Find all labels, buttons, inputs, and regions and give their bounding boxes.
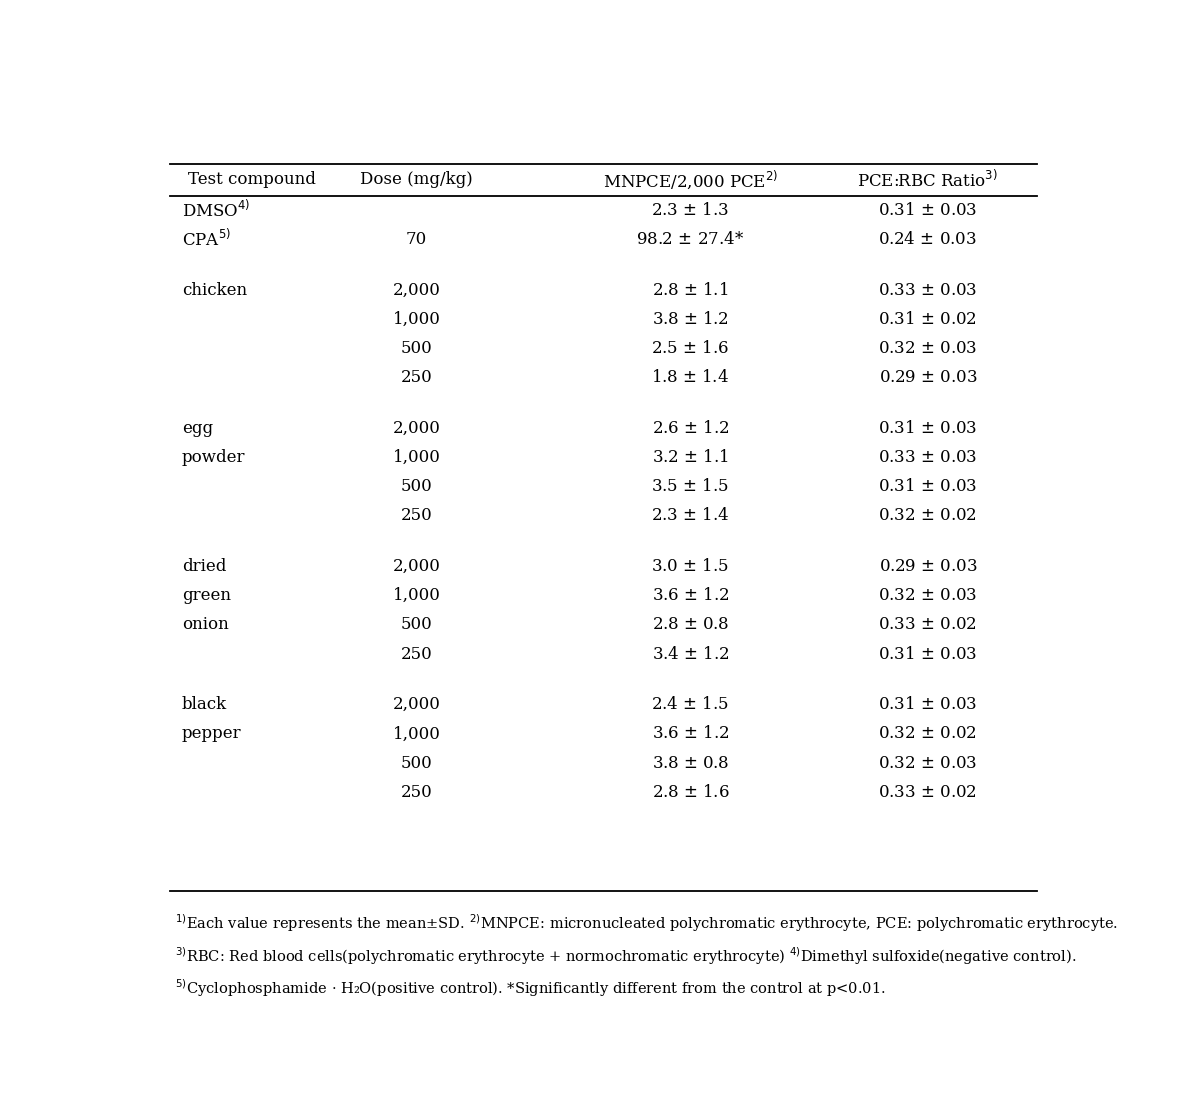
- Text: 250: 250: [401, 507, 432, 524]
- Text: green: green: [181, 588, 231, 604]
- Text: egg: egg: [181, 419, 213, 437]
- Text: 2.4 $\pm$ 1.5: 2.4 $\pm$ 1.5: [651, 696, 729, 714]
- Text: Dose (mg/kg): Dose (mg/kg): [360, 172, 472, 188]
- Text: pepper: pepper: [181, 726, 241, 743]
- Text: 2.5 $\pm$ 1.6: 2.5 $\pm$ 1.6: [651, 340, 729, 357]
- Text: 250: 250: [401, 784, 432, 801]
- Text: PCE:RBC Ratio$^{3)}$: PCE:RBC Ratio$^{3)}$: [858, 169, 998, 191]
- Text: MNPCE/2,000 PCE$^{2)}$: MNPCE/2,000 PCE$^{2)}$: [603, 168, 777, 191]
- Text: 0.31 $\pm$ 0.03: 0.31 $\pm$ 0.03: [878, 202, 978, 219]
- Text: 0.24 $\pm$ 0.03: 0.24 $\pm$ 0.03: [879, 231, 978, 248]
- Text: 3.5 $\pm$ 1.5: 3.5 $\pm$ 1.5: [651, 478, 729, 495]
- Text: 3.8 $\pm$ 0.8: 3.8 $\pm$ 0.8: [651, 755, 729, 772]
- Text: 0.32 $\pm$ 0.02: 0.32 $\pm$ 0.02: [879, 726, 978, 743]
- Text: 1,000: 1,000: [392, 311, 441, 328]
- Text: 0.29 $\pm$ 0.03: 0.29 $\pm$ 0.03: [879, 558, 977, 575]
- Text: 1,000: 1,000: [392, 588, 441, 604]
- Text: 0.32 $\pm$ 0.03: 0.32 $\pm$ 0.03: [878, 755, 978, 772]
- Text: 500: 500: [401, 755, 432, 772]
- Text: 3.0 $\pm$ 1.5: 3.0 $\pm$ 1.5: [651, 558, 729, 575]
- Text: 1.8 $\pm$ 1.4: 1.8 $\pm$ 1.4: [651, 369, 729, 386]
- Text: 1,000: 1,000: [392, 449, 441, 466]
- Text: 2,000: 2,000: [392, 419, 441, 437]
- Text: 3.6 $\pm$ 1.2: 3.6 $\pm$ 1.2: [651, 588, 729, 604]
- Text: 0.31 $\pm$ 0.03: 0.31 $\pm$ 0.03: [878, 646, 978, 662]
- Text: 0.32 $\pm$ 0.02: 0.32 $\pm$ 0.02: [879, 507, 978, 524]
- Text: 2,000: 2,000: [392, 558, 441, 575]
- Text: 500: 500: [401, 340, 432, 357]
- Text: 3.4 $\pm$ 1.2: 3.4 $\pm$ 1.2: [651, 646, 729, 662]
- Text: 0.31 $\pm$ 0.03: 0.31 $\pm$ 0.03: [878, 696, 978, 714]
- Text: 250: 250: [401, 369, 432, 386]
- Text: 0.31 $\pm$ 0.02: 0.31 $\pm$ 0.02: [879, 311, 978, 328]
- Text: 0.33 $\pm$ 0.02: 0.33 $\pm$ 0.02: [879, 784, 978, 801]
- Text: 500: 500: [401, 617, 432, 633]
- Text: 98.2 $\pm$ 27.4*: 98.2 $\pm$ 27.4*: [636, 231, 744, 248]
- Text: CPA$^{5)}$: CPA$^{5)}$: [181, 229, 231, 250]
- Text: 0.32 $\pm$ 0.03: 0.32 $\pm$ 0.03: [878, 588, 978, 604]
- Text: 3.8 $\pm$ 1.2: 3.8 $\pm$ 1.2: [653, 311, 729, 328]
- Text: onion: onion: [181, 617, 229, 633]
- Text: 2.6 $\pm$ 1.2: 2.6 $\pm$ 1.2: [651, 419, 729, 437]
- Text: 0.33 $\pm$ 0.02: 0.33 $\pm$ 0.02: [879, 617, 978, 633]
- Text: DMSO$^{4)}$: DMSO$^{4)}$: [181, 200, 251, 221]
- Text: 2.8 $\pm$ 0.8: 2.8 $\pm$ 0.8: [651, 617, 729, 633]
- Text: 2.3 $\pm$ 1.4: 2.3 $\pm$ 1.4: [651, 507, 729, 524]
- Text: $^{3)}$RBC: Red blood cells(polychromatic erythrocyte + normochromatic erythrocy: $^{3)}$RBC: Red blood cells(polychromati…: [174, 946, 1076, 967]
- Text: 0.32 $\pm$ 0.03: 0.32 $\pm$ 0.03: [878, 340, 978, 357]
- Text: 2.8 $\pm$ 1.1: 2.8 $\pm$ 1.1: [653, 282, 729, 299]
- Text: 500: 500: [401, 478, 432, 495]
- Text: 3.2 $\pm$ 1.1: 3.2 $\pm$ 1.1: [653, 449, 729, 466]
- Text: 1,000: 1,000: [392, 726, 441, 743]
- Text: 2,000: 2,000: [392, 282, 441, 299]
- Text: $^{1)}$Each value represents the mean±SD. $^{2)}$MNPCE: micronucleated polychrom: $^{1)}$Each value represents the mean±SD…: [174, 912, 1118, 934]
- Text: black: black: [181, 696, 227, 714]
- Text: Test compound: Test compound: [188, 172, 316, 188]
- Text: chicken: chicken: [181, 282, 247, 299]
- Text: 2,000: 2,000: [392, 696, 441, 714]
- Text: 0.29 $\pm$ 0.03: 0.29 $\pm$ 0.03: [879, 369, 977, 386]
- Text: 0.31 $\pm$ 0.03: 0.31 $\pm$ 0.03: [878, 478, 978, 495]
- Text: 0.33 $\pm$ 0.03: 0.33 $\pm$ 0.03: [878, 282, 978, 299]
- Text: powder: powder: [181, 449, 245, 466]
- Text: 2.3 $\pm$ 1.3: 2.3 $\pm$ 1.3: [651, 202, 729, 219]
- Text: 70: 70: [406, 231, 428, 248]
- Text: $^{5)}$Cyclophosphamide · H₂O(positive control). *Significantly different from t: $^{5)}$Cyclophosphamide · H₂O(positive c…: [174, 978, 886, 999]
- Text: dried: dried: [181, 558, 226, 575]
- Text: 2.8 $\pm$ 1.6: 2.8 $\pm$ 1.6: [651, 784, 729, 801]
- Text: 0.31 $\pm$ 0.03: 0.31 $\pm$ 0.03: [878, 419, 978, 437]
- Text: 250: 250: [401, 646, 432, 662]
- Text: 0.33 $\pm$ 0.03: 0.33 $\pm$ 0.03: [878, 449, 978, 466]
- Text: 3.6 $\pm$ 1.2: 3.6 $\pm$ 1.2: [651, 726, 729, 743]
